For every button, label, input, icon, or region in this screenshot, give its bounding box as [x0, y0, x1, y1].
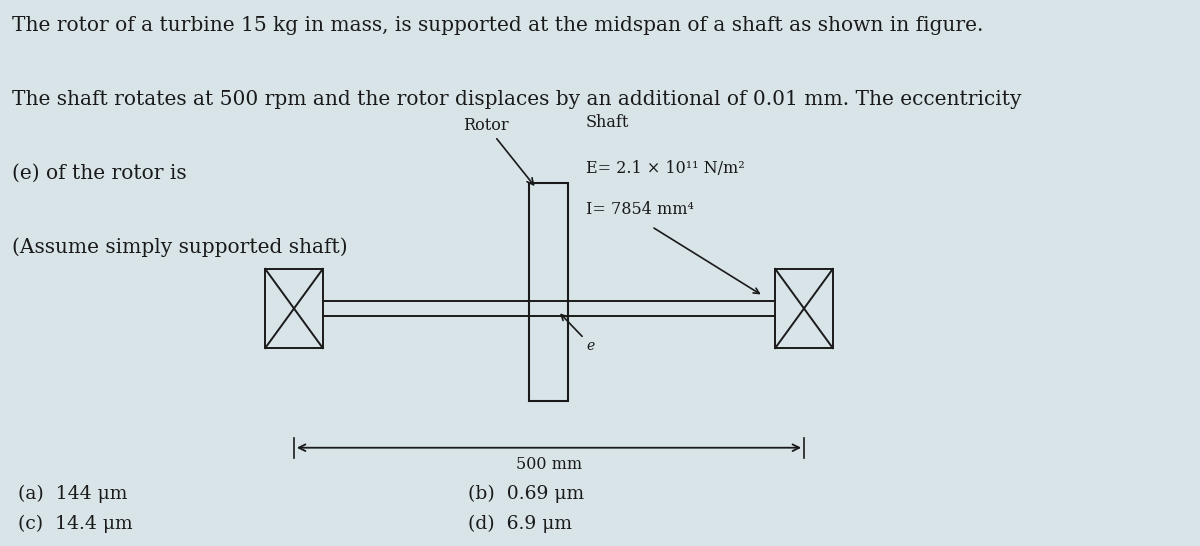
Bar	[529, 183, 568, 401]
Text: E= 2.1 × 10¹¹ N/m²: E= 2.1 × 10¹¹ N/m²	[586, 161, 744, 177]
Text: Shaft: Shaft	[586, 114, 629, 131]
Text: Rotor: Rotor	[463, 117, 534, 185]
Bar	[265, 269, 323, 348]
Text: (b)  0.69 μm: (b) 0.69 μm	[468, 485, 584, 503]
Text: (c)  14.4 μm: (c) 14.4 μm	[18, 515, 133, 533]
Text: 500 mm: 500 mm	[516, 456, 582, 473]
Bar	[775, 269, 833, 348]
Text: The rotor of a turbine 15 kg in mass, is supported at the midspan of a shaft as : The rotor of a turbine 15 kg in mass, is…	[12, 16, 983, 35]
Text: I= 7854 mm⁴: I= 7854 mm⁴	[586, 201, 694, 218]
Text: (a)  144 μm: (a) 144 μm	[18, 485, 127, 503]
Text: (Assume simply supported shaft): (Assume simply supported shaft)	[12, 238, 348, 257]
Text: (d)  6.9 μm: (d) 6.9 μm	[468, 515, 572, 533]
Text: (e) of the rotor is: (e) of the rotor is	[12, 164, 187, 183]
Text: The shaft rotates at 500 rpm and the rotor displaces by an additional of 0.01 mm: The shaft rotates at 500 rpm and the rot…	[12, 90, 1021, 109]
Text: e: e	[562, 314, 595, 353]
